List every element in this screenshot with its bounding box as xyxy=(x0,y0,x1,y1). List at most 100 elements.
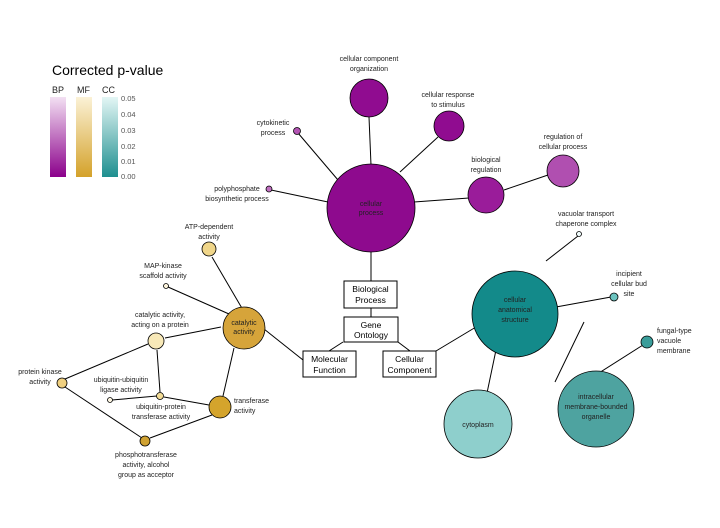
legend-bp-colorbar xyxy=(50,97,66,177)
node-circle xyxy=(546,154,580,188)
node-label: cellular process xyxy=(539,144,588,151)
node-circle xyxy=(56,377,68,389)
box-label: Function xyxy=(313,365,346,375)
box-molecular-function[interactable]: Molecular Function xyxy=(302,350,357,378)
node-label: protein kinase xyxy=(18,369,62,376)
legend-tick: 0.01 xyxy=(121,157,136,166)
legend-tick: 0.04 xyxy=(121,110,136,119)
node-circle xyxy=(107,397,113,403)
node-cellular-response-to-stimulus[interactable]: cellular response to stimulus xyxy=(422,92,475,142)
node-circle xyxy=(471,270,559,358)
node-label: scaffold activity xyxy=(139,273,187,280)
node-incipient-cellular-bud-site[interactable]: incipient cellular bud site xyxy=(609,271,647,302)
node-label: cellular xyxy=(360,201,383,208)
node-fungal-type-vacuole-membrane[interactable]: fungal-type vacuole membrane xyxy=(640,328,692,355)
legend-mf-label: MF xyxy=(77,85,90,95)
node-circle xyxy=(467,176,505,214)
box-label: Gene xyxy=(361,320,382,330)
node-ubiquitin-ubiquitin-ligase-activity[interactable]: ubiquitin-ubiquitin ligase activity xyxy=(94,377,149,403)
node-cytokinetic-process[interactable]: cytokinetic process xyxy=(257,120,301,137)
node-label: activity, alcohol xyxy=(123,462,170,469)
node-circle xyxy=(156,392,164,400)
node-phosphotransferase-activity[interactable]: phosphotransferase activity, alcohol gro… xyxy=(115,435,177,479)
node-atp-dependent-activity[interactable]: ATP-dependent activity xyxy=(185,224,234,257)
node-label: membrane xyxy=(657,348,691,355)
node-label: cytoplasm xyxy=(462,422,494,429)
node-cytoplasm[interactable]: cytoplasm xyxy=(443,389,513,459)
node-circle xyxy=(208,395,232,419)
legend-tick: 0.00 xyxy=(121,172,136,181)
node-label: cellular xyxy=(504,297,527,304)
node-label: acting on a protein xyxy=(131,322,189,329)
node-label: to stimulus xyxy=(431,102,465,109)
node-catalytic-activity[interactable]: catalytic activity xyxy=(222,306,266,350)
node-label: catalytic activity, xyxy=(135,312,185,319)
node-polyphosphate-biosynthetic-process[interactable]: polyphosphate biosynthetic process xyxy=(205,185,273,203)
node-label: intracellular xyxy=(578,394,614,401)
node-regulation-of-cellular-process[interactable]: regulation of cellular process xyxy=(539,134,588,188)
node-label: process xyxy=(261,130,286,137)
box-label: Ontology xyxy=(354,330,389,340)
legend-tick: 0.03 xyxy=(121,126,136,135)
node-label: cellular component xyxy=(340,56,399,63)
node-label: ubiquitin-protein xyxy=(136,404,186,411)
node-label: fungal-type xyxy=(657,328,692,335)
node-circle xyxy=(147,332,165,350)
legend-bp-label: BP xyxy=(52,85,64,95)
node-circle xyxy=(201,241,217,257)
node-label: regulation xyxy=(471,167,502,174)
box-label: Molecular xyxy=(311,354,348,364)
node-cellular-component-organization[interactable]: cellular component organization xyxy=(340,56,399,118)
node-circle xyxy=(433,110,465,142)
legend-tick: 0.02 xyxy=(121,142,136,151)
box-label: Cellular xyxy=(395,354,424,364)
node-circle xyxy=(640,335,654,349)
node-label: transferase xyxy=(234,398,269,405)
node-label: group as acceptor xyxy=(118,472,175,479)
box-label: Process xyxy=(355,295,386,305)
box-label: Biological xyxy=(352,284,388,294)
node-label: cellular response xyxy=(422,92,475,99)
node-catalytic-activity-acting-on-a-protein[interactable]: catalytic activity, acting on a protein xyxy=(131,312,189,350)
node-circle xyxy=(293,127,301,135)
node-biological-regulation[interactable]: biological regulation xyxy=(467,157,505,214)
edges xyxy=(64,116,644,439)
node-protein-kinase-activity[interactable]: protein kinase activity xyxy=(18,369,68,389)
box-biological-process[interactable]: Biological Process xyxy=(343,280,398,309)
node-transferase-activity[interactable]: transferase activity xyxy=(208,395,269,419)
legend-cc-label: CC xyxy=(102,85,115,95)
legend-tick: 0.05 xyxy=(121,94,136,103)
node-circle xyxy=(163,283,169,289)
node-map-kinase-scaffold-activity[interactable]: MAP-kinase scaffold activity xyxy=(139,263,187,289)
legend: Corrected p-value BP MF CC 0.05 0.04 0.0… xyxy=(50,62,163,181)
box-cellular-component[interactable]: Cellular Component xyxy=(382,350,437,378)
node-cellular-anatomical-structure[interactable]: cellular anatomical structure xyxy=(471,270,559,358)
node-label: vacuole xyxy=(657,338,681,345)
node-cellular-process[interactable]: cellular process xyxy=(326,163,416,253)
node-label: activity xyxy=(198,234,220,241)
node-circle xyxy=(139,435,151,447)
node-intracellular-membrane-bounded-organelle[interactable]: intracellular membrane-bounded organelle xyxy=(557,370,635,448)
node-circle xyxy=(557,370,635,448)
node-circle xyxy=(222,306,266,350)
node-circle xyxy=(443,389,513,459)
node-label: vacuolar transport xyxy=(558,211,614,218)
box-gene-ontology[interactable]: Gene Ontology xyxy=(343,316,399,343)
node-label: organization xyxy=(350,66,388,73)
node-label: ATP-dependent xyxy=(185,224,234,231)
node-circle xyxy=(349,78,389,118)
node-label: structure xyxy=(501,317,528,324)
node-label: activity xyxy=(29,379,51,386)
node-ubiquitin-protein-transferase-activity[interactable]: ubiquitin-protein transferase activity xyxy=(132,392,191,422)
legend-mf-colorbar xyxy=(76,97,92,177)
node-label: ligase activity xyxy=(100,387,142,394)
node-label: anatomical xyxy=(498,307,532,314)
node-circle xyxy=(265,185,273,193)
node-label: cytokinetic xyxy=(257,120,290,127)
node-label: catalytic xyxy=(231,320,257,327)
node-vacuolar-transport-chaperone-complex[interactable]: vacuolar transport chaperone complex xyxy=(555,211,617,237)
node-label: activity xyxy=(234,408,256,415)
node-label: ubiquitin-ubiquitin xyxy=(94,377,149,384)
node-label: polyphosphate xyxy=(214,186,260,193)
